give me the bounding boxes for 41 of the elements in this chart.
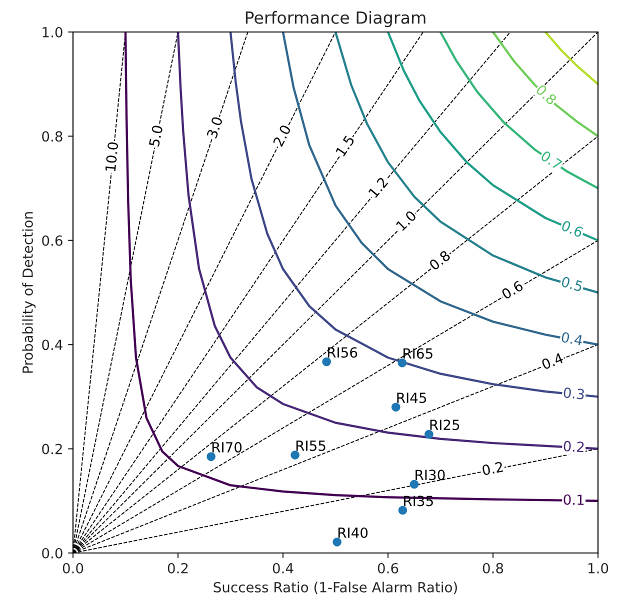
annotation: 5.0	[148, 125, 163, 147]
annotation: 0.2	[564, 440, 584, 452]
annotation: 3.0	[206, 116, 223, 139]
chart-title: Performance Diagram	[246, 11, 426, 28]
y-tick-label: 0.6	[42, 235, 62, 246]
annotation: 0.1	[564, 494, 584, 506]
x-tick-label: 0.4	[272, 562, 294, 574]
annotation: 0.4	[561, 332, 584, 346]
data-label: RI55	[296, 440, 326, 451]
annotation: 0.6	[500, 280, 524, 300]
annotation: 10.0	[105, 142, 118, 172]
annotation: 0.8	[428, 250, 451, 271]
x-tick-label: 0.0	[62, 562, 84, 574]
annotation: 1.2	[368, 176, 388, 198]
annotation: 0.2	[482, 461, 504, 476]
data-label: RI30	[416, 470, 445, 480]
x-tick-label: 0.8	[482, 562, 504, 574]
annotation: 0.7	[540, 150, 563, 170]
annotation: 1.5	[335, 134, 355, 157]
annotation: 1.0	[396, 210, 417, 232]
y-tick-label: 0.2	[42, 444, 62, 454]
x-axis-title: Success Ratio (1-False Alarm Ratio)	[214, 582, 457, 594]
data-label: RI70	[212, 442, 242, 453]
annotation: 2.0	[272, 124, 292, 147]
y-tick-label: 0.4	[42, 340, 62, 350]
x-tick-label: 0.2	[168, 562, 188, 574]
y-axis-title: Probability of Detection	[22, 212, 36, 373]
data-label: RI45	[397, 392, 426, 404]
x-tick-label: 0.6	[378, 562, 398, 574]
data-label: RI56	[328, 347, 358, 358]
annotation: 0.4	[541, 352, 564, 370]
data-label: RI25	[430, 420, 460, 430]
data-label: RI40	[338, 527, 368, 538]
y-tick-label: 0.8	[42, 131, 62, 142]
annotation: 0.3	[563, 387, 584, 400]
y-tick-label: 1.0	[42, 26, 62, 38]
x-tick-label: 1.0	[588, 562, 608, 574]
annotation: 0.8	[535, 84, 558, 106]
y-tick-label: 0.0	[42, 548, 62, 558]
annotation: 0.6	[560, 220, 584, 238]
annotation: 0.5	[560, 276, 583, 292]
